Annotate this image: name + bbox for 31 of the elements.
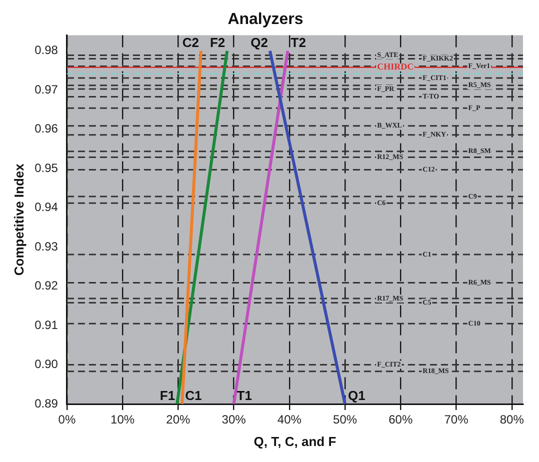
- annotation: T1: [236, 388, 252, 404]
- y-tick-label: 0.96: [34, 122, 58, 136]
- x-tick-label: 50%: [333, 412, 358, 427]
- annotation: F1: [160, 388, 176, 404]
- chart-title: Analyzers: [228, 11, 304, 28]
- annotation: Q2: [250, 34, 268, 50]
- x-tick-label: 30%: [222, 412, 246, 427]
- ref-line-label: CHIRDC: [377, 62, 414, 72]
- x-tick-label: 0%: [58, 412, 76, 427]
- annotation: F2: [210, 34, 226, 50]
- y-tick-label: 0.89: [34, 396, 58, 410]
- x-tick-label: 70%: [444, 412, 469, 427]
- y-tick-label: 0.90: [34, 357, 58, 372]
- y-tick-label: 0.97: [34, 82, 58, 96]
- annotation: C2: [182, 34, 199, 50]
- y-tick-label: 0.93: [34, 239, 58, 254]
- y-axis-title: Competitive Index: [11, 162, 26, 276]
- x-tick-label: 10%: [110, 412, 135, 427]
- y-tick-label: 0.91: [34, 318, 58, 332]
- y-tick-label: 0.95: [34, 160, 58, 175]
- x-tick-label: 20%: [166, 412, 191, 427]
- annotation: C1: [185, 388, 202, 404]
- x-tick-label: 80%: [500, 412, 524, 427]
- y-tick-label: 0.98: [34, 43, 58, 58]
- x-tick-label: 40%: [277, 412, 302, 427]
- x-tick-label: 60%: [388, 412, 413, 427]
- y-tick-label: 0.94: [34, 200, 58, 214]
- annotation: Q1: [348, 388, 366, 404]
- x-axis-title: Q, T, C, and F: [254, 434, 336, 449]
- y-tick-label: 0.92: [34, 278, 58, 293]
- annotation: T2: [290, 34, 306, 50]
